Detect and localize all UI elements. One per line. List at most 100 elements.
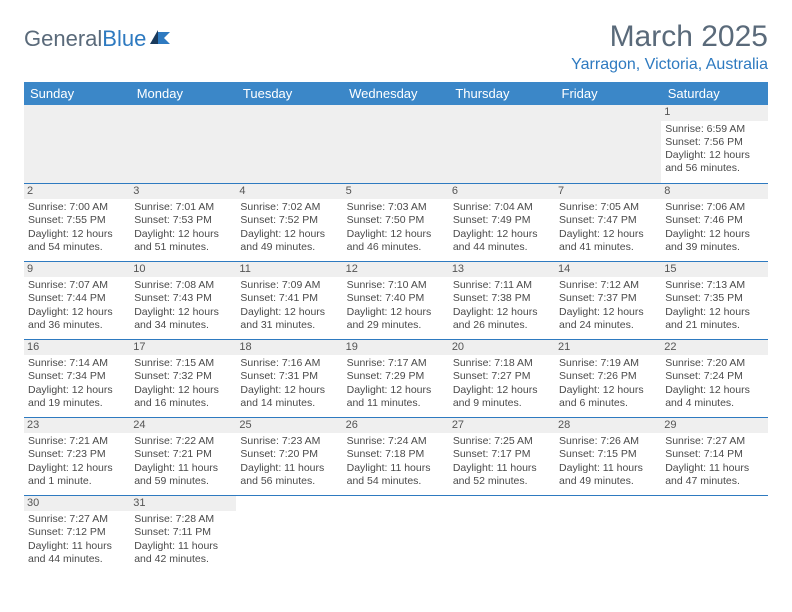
sunset-text: Sunset: 7:34 PM xyxy=(28,370,126,383)
sunrise-text: Sunrise: 7:21 AM xyxy=(28,435,126,448)
weekday-header: Monday xyxy=(130,82,236,105)
calendar-cell: 24Sunrise: 7:22 AMSunset: 7:21 PMDayligh… xyxy=(130,417,236,495)
calendar-cell: 26Sunrise: 7:24 AMSunset: 7:18 PMDayligh… xyxy=(343,417,449,495)
daylight-text: Daylight: 12 hours and 56 minutes. xyxy=(665,149,763,175)
sunrise-text: Sunrise: 7:24 AM xyxy=(347,435,445,448)
sunset-text: Sunset: 7:31 PM xyxy=(240,370,338,383)
calendar-cell: 15Sunrise: 7:13 AMSunset: 7:35 PMDayligh… xyxy=(661,261,767,339)
sunrise-text: Sunrise: 7:27 AM xyxy=(28,513,126,526)
day-number: 24 xyxy=(130,418,236,434)
day-number: 1 xyxy=(661,105,767,121)
location: Yarragon, Victoria, Australia xyxy=(571,56,768,74)
day-number: 5 xyxy=(343,184,449,200)
day-number: 16 xyxy=(24,340,130,356)
calendar-cell: 23Sunrise: 7:21 AMSunset: 7:23 PMDayligh… xyxy=(24,417,130,495)
sunrise-text: Sunrise: 7:12 AM xyxy=(559,279,657,292)
day-number: 6 xyxy=(449,184,555,200)
day-number: 30 xyxy=(24,496,130,512)
logo: GeneralBlue xyxy=(24,20,172,52)
logo-text-2: Blue xyxy=(102,26,146,52)
daylight-text: Daylight: 12 hours and 6 minutes. xyxy=(559,384,657,410)
daylight-text: Daylight: 11 hours and 59 minutes. xyxy=(134,462,232,488)
month-title: March 2025 xyxy=(571,20,768,54)
calendar-cell xyxy=(236,495,342,573)
sunrise-text: Sunrise: 7:00 AM xyxy=(28,201,126,214)
sunset-text: Sunset: 7:26 PM xyxy=(559,370,657,383)
sunrise-text: Sunrise: 7:17 AM xyxy=(347,357,445,370)
sunrise-text: Sunrise: 7:07 AM xyxy=(28,279,126,292)
daylight-text: Daylight: 12 hours and 21 minutes. xyxy=(665,306,763,332)
sunrise-text: Sunrise: 7:08 AM xyxy=(134,279,232,292)
sunset-text: Sunset: 7:49 PM xyxy=(453,214,551,227)
calendar-cell: 6Sunrise: 7:04 AMSunset: 7:49 PMDaylight… xyxy=(449,183,555,261)
day-number: 10 xyxy=(130,262,236,278)
sunset-text: Sunset: 7:18 PM xyxy=(347,448,445,461)
day-number: 21 xyxy=(555,340,661,356)
sunrise-text: Sunrise: 7:03 AM xyxy=(347,201,445,214)
day-number: 18 xyxy=(236,340,342,356)
calendar-week: 30Sunrise: 7:27 AMSunset: 7:12 PMDayligh… xyxy=(24,495,768,573)
calendar-cell xyxy=(449,105,555,183)
day-number: 28 xyxy=(555,418,661,434)
calendar-cell xyxy=(449,495,555,573)
calendar-cell xyxy=(343,495,449,573)
day-number: 20 xyxy=(449,340,555,356)
daylight-text: Daylight: 12 hours and 46 minutes. xyxy=(347,228,445,254)
sunset-text: Sunset: 7:46 PM xyxy=(665,214,763,227)
sunrise-text: Sunrise: 7:09 AM xyxy=(240,279,338,292)
daylight-text: Daylight: 11 hours and 52 minutes. xyxy=(453,462,551,488)
title-block: March 2025 Yarragon, Victoria, Australia xyxy=(571,20,768,74)
sunrise-text: Sunrise: 7:27 AM xyxy=(665,435,763,448)
sunrise-text: Sunrise: 7:22 AM xyxy=(134,435,232,448)
sunset-text: Sunset: 7:35 PM xyxy=(665,292,763,305)
day-number: 23 xyxy=(24,418,130,434)
daylight-text: Daylight: 12 hours and 4 minutes. xyxy=(665,384,763,410)
daylight-text: Daylight: 12 hours and 29 minutes. xyxy=(347,306,445,332)
sunrise-text: Sunrise: 7:04 AM xyxy=(453,201,551,214)
day-number: 12 xyxy=(343,262,449,278)
weekday-header: Wednesday xyxy=(343,82,449,105)
calendar-cell: 19Sunrise: 7:17 AMSunset: 7:29 PMDayligh… xyxy=(343,339,449,417)
sunset-text: Sunset: 7:44 PM xyxy=(28,292,126,305)
calendar-cell: 20Sunrise: 7:18 AMSunset: 7:27 PMDayligh… xyxy=(449,339,555,417)
calendar-cell: 11Sunrise: 7:09 AMSunset: 7:41 PMDayligh… xyxy=(236,261,342,339)
calendar-cell xyxy=(24,105,130,183)
daylight-text: Daylight: 11 hours and 44 minutes. xyxy=(28,540,126,566)
weekday-header: Sunday xyxy=(24,82,130,105)
day-number: 7 xyxy=(555,184,661,200)
calendar-cell xyxy=(555,495,661,573)
daylight-text: Daylight: 12 hours and 9 minutes. xyxy=(453,384,551,410)
daylight-text: Daylight: 12 hours and 16 minutes. xyxy=(134,384,232,410)
calendar-cell: 8Sunrise: 7:06 AMSunset: 7:46 PMDaylight… xyxy=(661,183,767,261)
daylight-text: Daylight: 12 hours and 26 minutes. xyxy=(453,306,551,332)
daylight-text: Daylight: 11 hours and 49 minutes. xyxy=(559,462,657,488)
day-number: 19 xyxy=(343,340,449,356)
sunset-text: Sunset: 7:50 PM xyxy=(347,214,445,227)
calendar-cell: 3Sunrise: 7:01 AMSunset: 7:53 PMDaylight… xyxy=(130,183,236,261)
calendar-cell xyxy=(130,105,236,183)
sunrise-text: Sunrise: 7:26 AM xyxy=(559,435,657,448)
calendar-cell xyxy=(661,495,767,573)
daylight-text: Daylight: 12 hours and 11 minutes. xyxy=(347,384,445,410)
sunset-text: Sunset: 7:23 PM xyxy=(28,448,126,461)
day-number: 31 xyxy=(130,496,236,512)
calendar-cell: 25Sunrise: 7:23 AMSunset: 7:20 PMDayligh… xyxy=(236,417,342,495)
sunrise-text: Sunrise: 7:20 AM xyxy=(665,357,763,370)
calendar-cell: 30Sunrise: 7:27 AMSunset: 7:12 PMDayligh… xyxy=(24,495,130,573)
calendar-week: 1Sunrise: 6:59 AMSunset: 7:56 PMDaylight… xyxy=(24,105,768,183)
daylight-text: Daylight: 12 hours and 24 minutes. xyxy=(559,306,657,332)
sunrise-text: Sunrise: 7:06 AM xyxy=(665,201,763,214)
logo-text-1: General xyxy=(24,26,102,52)
calendar-week: 2Sunrise: 7:00 AMSunset: 7:55 PMDaylight… xyxy=(24,183,768,261)
sunset-text: Sunset: 7:43 PM xyxy=(134,292,232,305)
day-number: 15 xyxy=(661,262,767,278)
day-number: 25 xyxy=(236,418,342,434)
daylight-text: Daylight: 11 hours and 54 minutes. xyxy=(347,462,445,488)
sunset-text: Sunset: 7:32 PM xyxy=(134,370,232,383)
calendar-cell: 2Sunrise: 7:00 AMSunset: 7:55 PMDaylight… xyxy=(24,183,130,261)
weekday-header: Thursday xyxy=(449,82,555,105)
sunset-text: Sunset: 7:11 PM xyxy=(134,526,232,539)
day-number: 3 xyxy=(130,184,236,200)
weekday-header: Tuesday xyxy=(236,82,342,105)
sunset-text: Sunset: 7:55 PM xyxy=(28,214,126,227)
